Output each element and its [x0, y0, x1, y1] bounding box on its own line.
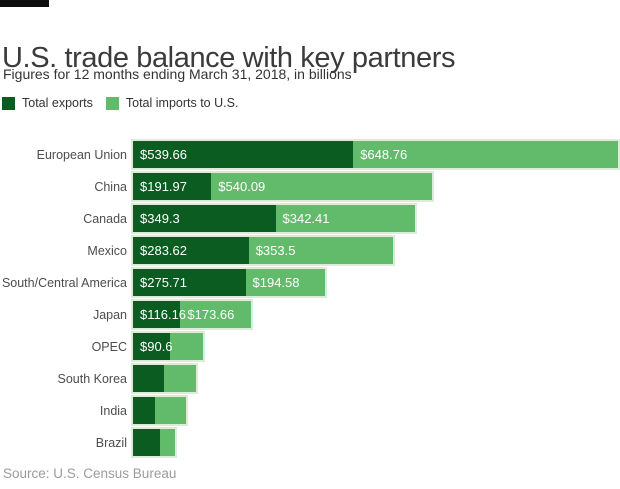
- bar-imports-segment: $353.5: [248, 237, 393, 264]
- bar-exports-segment: $116.16: [133, 301, 186, 328]
- stacked-bar: $116.16 $173.66: [133, 301, 252, 328]
- stacked-bar: $349.3 $342.41: [133, 205, 416, 232]
- stacked-bar: $275.71 $194.58: [133, 269, 325, 296]
- bar-value-label: $540.09: [218, 179, 266, 194]
- logo-black-bar: [0, 0, 49, 7]
- bar-value-label: $173.66: [187, 307, 235, 322]
- bar-value-label: $191.97: [140, 179, 187, 194]
- category-label: Brazil: [95, 435, 127, 450]
- chart-row: South Korea: [0, 365, 620, 392]
- bar-exports-segment: $283.62: [133, 237, 249, 264]
- bar-value-label: $90.6: [140, 339, 173, 354]
- category-label: China: [94, 179, 127, 194]
- bar-exports-segment: [133, 429, 160, 456]
- bar-exports-segment: $275.71: [133, 269, 246, 296]
- chart-row: Japan $116.16 $173.66: [0, 301, 620, 328]
- stacked-bar: [133, 365, 196, 392]
- stacked-bar: [133, 429, 175, 456]
- bar-exports-segment: $349.3: [133, 205, 276, 232]
- bar-value-label: $648.76: [360, 147, 408, 162]
- bar-value-label: $283.62: [140, 243, 187, 258]
- bar-value-label: $539.66: [140, 147, 187, 162]
- category-label: Canada: [83, 211, 127, 226]
- bar-imports-segment: [155, 397, 187, 424]
- bar-value-label: $275.71: [140, 275, 187, 290]
- category-label: India: [99, 403, 127, 418]
- chart: European Union $539.66 $648.76 China $191.97…: [0, 141, 620, 461]
- bar-imports-segment: $540.09: [211, 173, 432, 200]
- legend-item-imports: Total imports to U.S.: [105, 96, 239, 110]
- category-label: OPEC: [91, 339, 127, 354]
- chart-legend: Total exports Total imports to U.S.: [2, 96, 238, 110]
- stacked-bar: [133, 397, 187, 424]
- chart-row: China $191.97 $540.09: [0, 173, 620, 200]
- chart-row: Mexico $283.62 $353.5: [0, 237, 620, 264]
- bar-imports-segment: [170, 333, 203, 360]
- chart-row: OPEC $90.6: [0, 333, 620, 360]
- bar-value-label: $353.5: [255, 243, 296, 258]
- chart-row: Brazil: [0, 429, 620, 456]
- legend-item-exports: Total exports: [2, 96, 93, 110]
- bar-exports-segment: [133, 365, 164, 392]
- category-label: European Union: [36, 147, 127, 162]
- bar-imports-segment: $173.66: [180, 301, 252, 328]
- bar-value-label: $349.3: [140, 211, 180, 226]
- bar-value-label: $116.16: [140, 307, 187, 322]
- bar-imports-segment: $342.41: [275, 205, 416, 232]
- bar-value-label: $342.41: [282, 211, 330, 226]
- bar-imports-segment: $194.58: [245, 269, 325, 296]
- chart-row: European Union $539.66 $648.76: [0, 141, 620, 168]
- stacked-bar: $191.97 $540.09: [133, 173, 432, 200]
- category-label: Japan: [92, 307, 127, 322]
- category-label: South/Central America: [1, 275, 127, 290]
- category-label: South Korea: [57, 371, 128, 386]
- chart-row: India: [0, 397, 620, 424]
- bar-exports-segment: $90.6: [133, 333, 173, 360]
- page-subtitle: Figures for 12 months ending March 31, 2…: [3, 66, 352, 82]
- source-note: Source: U.S. Census Bureau: [3, 466, 177, 481]
- bar-imports-segment: $648.76: [353, 141, 618, 168]
- chart-row: South/Central America $275.71 $194.58: [0, 269, 620, 296]
- stacked-bar: $283.62 $353.5: [133, 237, 393, 264]
- legend-label-imports: Total imports to U.S.: [125, 96, 239, 110]
- bar-exports-segment: [133, 397, 155, 424]
- bar-imports-segment: [159, 429, 175, 456]
- stacked-bar: $539.66 $648.76: [133, 141, 618, 168]
- stacked-bar: $90.6: [133, 333, 203, 360]
- page-title: U.S. trade balance with key partners: [2, 42, 456, 75]
- chart-row: Canada $349.3 $342.41: [0, 205, 620, 232]
- bar-value-label: $194.58: [252, 275, 300, 290]
- bar-exports-segment: $539.66: [133, 141, 354, 168]
- category-label: Mexico: [87, 243, 127, 258]
- imports-swatch-icon: [105, 96, 119, 110]
- legend-label-exports: Total exports: [22, 96, 93, 110]
- bar-exports-segment: $191.97: [133, 173, 212, 200]
- bar-imports-segment: [164, 365, 196, 392]
- exports-swatch-icon: [2, 96, 15, 110]
